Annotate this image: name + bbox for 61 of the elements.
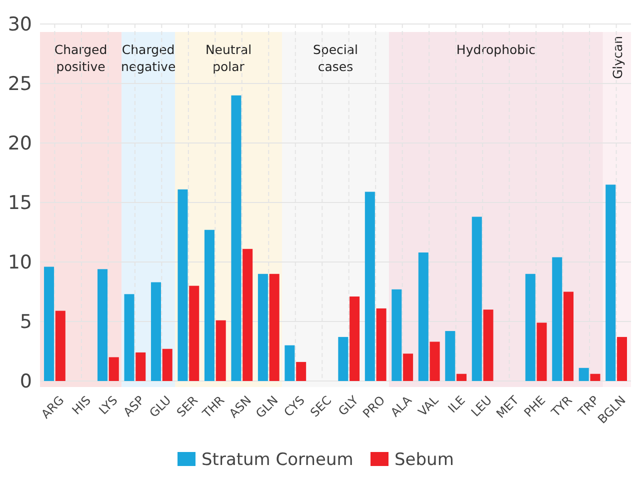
bar [97, 269, 108, 381]
bar [296, 362, 306, 381]
bar [430, 342, 440, 381]
bar [136, 352, 146, 381]
bar [456, 374, 467, 381]
y-tick-label: 5 [20, 311, 32, 334]
bar [483, 310, 494, 381]
x-tick-label: GLY [336, 392, 362, 418]
y-tick-label: 25 [8, 73, 32, 96]
band-label: Hydrophobic [456, 42, 536, 57]
band-label: Charged positive [54, 42, 108, 74]
bar [162, 348, 172, 381]
bar [563, 292, 574, 381]
x-tick-label: VAL [415, 392, 442, 419]
band-label: Glycan [610, 36, 625, 80]
legend-label: Stratum Corneum [202, 450, 354, 470]
bar [590, 374, 600, 381]
bar [269, 274, 280, 381]
bar [55, 310, 66, 381]
band-label: Neutral polar [205, 42, 252, 74]
band-label: Charged negative [120, 42, 176, 74]
bar [472, 216, 482, 381]
bar [231, 95, 242, 381]
y-tick-label: 30 [8, 14, 32, 36]
x-tick-label: ILE [445, 393, 468, 416]
bar [552, 257, 562, 381]
bar [124, 294, 134, 381]
bar [204, 230, 214, 381]
x-tick-label: CYS [281, 393, 308, 420]
y-tick-label: 20 [8, 132, 32, 155]
bar [418, 252, 428, 381]
x-tick-label: TYR [548, 393, 575, 420]
bar [178, 189, 188, 381]
bar [525, 274, 536, 381]
bar [403, 354, 414, 381]
bar [578, 368, 589, 381]
bar [189, 286, 200, 381]
x-tick-label: HIS [69, 393, 94, 418]
bar [536, 322, 547, 381]
bar [44, 266, 54, 381]
bar [364, 192, 375, 381]
bar [376, 308, 386, 381]
bar [242, 248, 253, 381]
bar [216, 320, 226, 381]
y-tick-label: 15 [8, 192, 32, 214]
bar [445, 331, 456, 381]
bar [258, 274, 268, 381]
bar [338, 336, 348, 381]
y-tick-label: 0 [20, 370, 32, 393]
bar [616, 336, 627, 381]
bar [108, 357, 119, 381]
band-label: Special cases [312, 42, 358, 74]
bar [392, 289, 402, 381]
legend-label: Sebum [394, 450, 454, 470]
x-tick-label: LYS [96, 393, 120, 418]
bar [350, 296, 360, 381]
y-tick-label: 10 [8, 252, 32, 274]
bar [284, 345, 295, 381]
bar [150, 282, 161, 381]
bar [606, 184, 616, 381]
x-tick-label: THR [199, 393, 228, 422]
